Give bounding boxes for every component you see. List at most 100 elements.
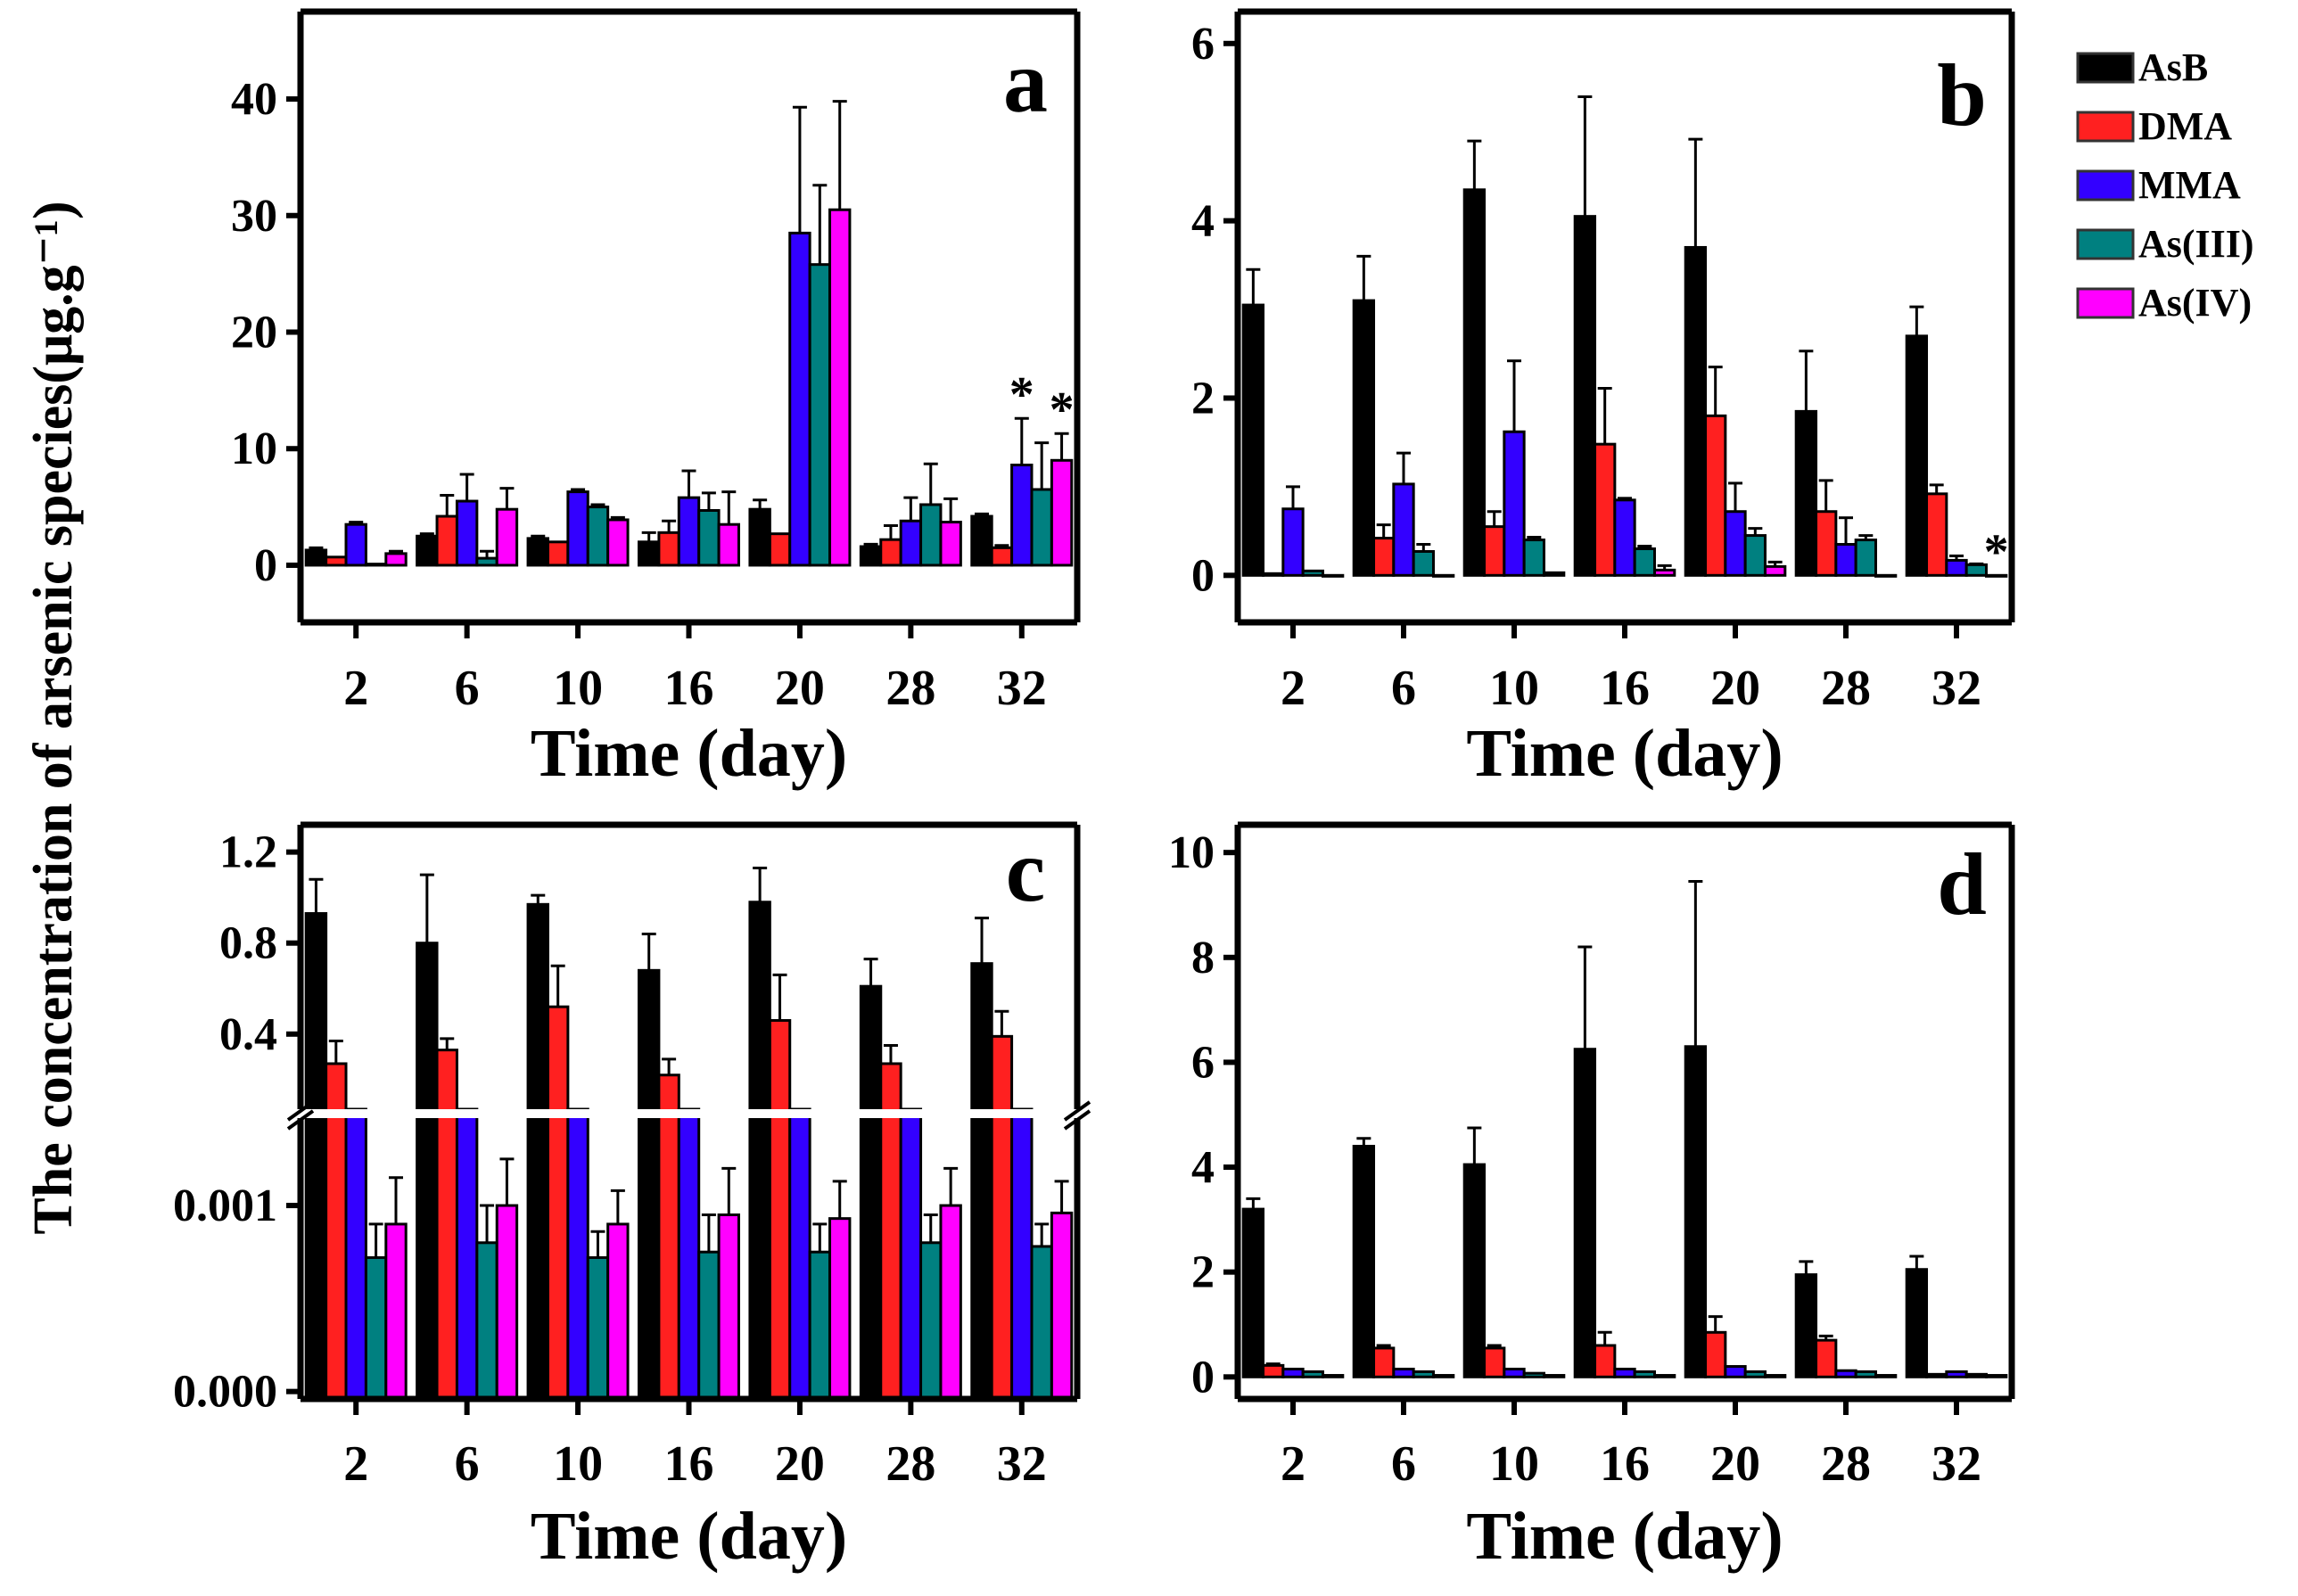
bar-mma [899, 519, 923, 567]
x-tick-label: 10 [1489, 661, 1539, 716]
bar-asiii [1964, 1372, 1988, 1378]
x-tick-label: 2 [343, 1436, 368, 1492]
bar-asiv [1321, 573, 1345, 578]
bar-dma [1372, 537, 1396, 577]
bar-mma [344, 522, 367, 567]
bar-asiv [495, 1204, 519, 1401]
bar-asb [1241, 1207, 1265, 1378]
x-tick-label: 6 [455, 661, 480, 716]
bar-mma [1613, 498, 1636, 577]
bar-asb [1573, 215, 1597, 577]
bar-dma [1704, 414, 1727, 577]
bar-dma [990, 1034, 1014, 1401]
bar-dma [1483, 525, 1506, 577]
bar-asb [1794, 1273, 1818, 1378]
bar-asiii [1030, 488, 1053, 567]
axis-break-gap [283, 1109, 1095, 1118]
legend-swatch-asiv [2076, 287, 2135, 319]
x-axis-title: Time (day) [531, 716, 847, 791]
bar-dma [768, 532, 792, 567]
y-tick-label: 10 [1168, 827, 1215, 878]
x-tick-label: 28 [885, 661, 935, 716]
bar-asiv [1652, 1374, 1676, 1378]
bar-mma [1392, 482, 1415, 577]
bar-asb [1462, 188, 1487, 577]
bar-asiii [1743, 534, 1767, 577]
bar-asiii [586, 1255, 610, 1401]
bar-mma [1503, 430, 1526, 577]
bar-asiii [1633, 547, 1656, 577]
x-tick-label: 6 [1391, 1436, 1416, 1492]
bar-asiii [808, 263, 832, 567]
bar-dma [435, 514, 458, 567]
y-tick-label: 4 [1191, 1142, 1215, 1193]
bar-asiii [364, 1255, 388, 1401]
y-tick-label: 30 [231, 191, 277, 242]
bar-asb [970, 514, 993, 567]
bar-asiv [717, 1213, 740, 1401]
legend-swatch-dma [2076, 111, 2135, 143]
bar-asb [638, 540, 661, 567]
bar-asiii [1412, 549, 1435, 577]
y-tick-label: 10 [231, 424, 277, 474]
bar-asiii [1412, 1370, 1435, 1378]
bar-asiv [1763, 1374, 1787, 1378]
bar-asiii [586, 506, 610, 567]
bar-mma [1834, 1369, 1857, 1378]
panel-a: 0 10 20 30 40 2 6 10 16 20 28 32 Time (day) a * * [231, 8, 1081, 791]
x-tick-label: 10 [553, 661, 603, 716]
x-tick-label: 6 [455, 1436, 480, 1492]
bar-asiv [828, 1217, 852, 1401]
bar-mma [1945, 1370, 1968, 1378]
y-tick-label: 2 [1191, 373, 1215, 424]
y-axis-label: The concentration of arsenic species(μg.… [23, 201, 84, 1234]
bar-mma [1945, 558, 1968, 577]
bar-mma [788, 231, 811, 567]
x-axis-title: Time (day) [1466, 1499, 1783, 1574]
bar-asiii [475, 1241, 498, 1401]
y-tick-label: 0 [254, 540, 277, 591]
x-tick-label: 32 [1931, 1436, 1981, 1492]
panel-c: 0.000 0.001 0.4 0.8 1.2 2 6 10 16 20 28 32 Time (day… [173, 821, 1095, 1574]
bar-asiv [828, 208, 852, 567]
bar-asiv [1763, 564, 1787, 577]
bar-asiv [1431, 573, 1455, 578]
bar-asb [1573, 1048, 1597, 1378]
bar-asiii [808, 1250, 832, 1401]
y-tick-label: 1.2 [219, 827, 277, 878]
bar-mma [1281, 1367, 1305, 1378]
panel-letter: a [1003, 32, 1048, 131]
y-tick-label: 40 [231, 74, 277, 125]
axis-break-mark [1063, 1100, 1091, 1122]
x-tick-label: 16 [664, 1436, 714, 1492]
bar-asiv [939, 1204, 962, 1401]
bar-asiv [1050, 1211, 1074, 1401]
bar-dma [1262, 572, 1285, 577]
legend-label: As(III) [2138, 222, 2254, 266]
bar-asiv [495, 507, 519, 567]
bar-asb [1905, 334, 1929, 577]
legend: AsB DMA MMA As(III) As(IV) [2076, 45, 2254, 325]
legend-label: AsB [2138, 45, 2208, 89]
bar-mma [1724, 1365, 1747, 1378]
x-tick-label: 20 [1710, 661, 1760, 716]
bar-asb [859, 984, 883, 1401]
bar-dma [1262, 1363, 1285, 1378]
bar-dma [546, 540, 570, 567]
bar-asiv [1542, 571, 1566, 577]
bar-asiii [1633, 1370, 1656, 1378]
bar-asiv [1874, 1374, 1898, 1378]
bar-asiii [1301, 569, 1324, 577]
bar-mma [1010, 1107, 1034, 1401]
bar-asiii [1522, 1371, 1545, 1378]
bar-asiii [919, 1241, 943, 1401]
panel-b: 0 2 4 6 2 6 10 16 20 28 32 Time (day) b * [1191, 8, 2015, 791]
bar-asiv [1431, 1374, 1455, 1378]
x-tick-label: 28 [1821, 661, 1871, 716]
bar-asiii [364, 563, 388, 567]
bar-dma [657, 531, 680, 567]
x-tick-label: 6 [1391, 661, 1416, 716]
panel-letter: b [1937, 45, 1987, 144]
bar-dma [1372, 1346, 1396, 1378]
